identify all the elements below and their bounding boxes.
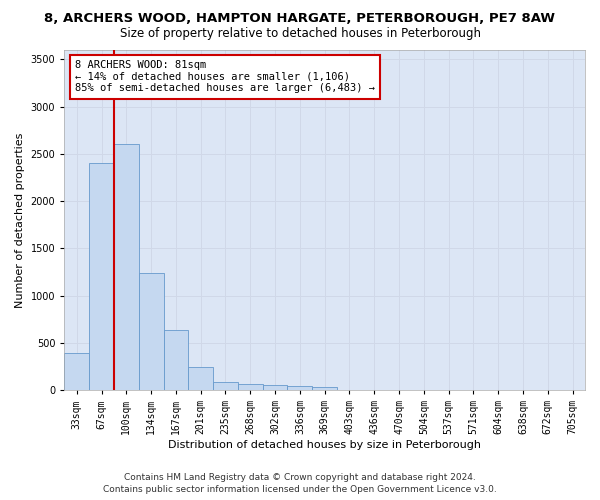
Text: Contains HM Land Registry data © Crown copyright and database right 2024.
Contai: Contains HM Land Registry data © Crown c… <box>103 472 497 494</box>
Bar <box>263 385 287 390</box>
Bar <box>213 382 238 390</box>
Bar <box>114 144 139 390</box>
Text: 8, ARCHERS WOOD, HAMPTON HARGATE, PETERBOROUGH, PE7 8AW: 8, ARCHERS WOOD, HAMPTON HARGATE, PETERB… <box>44 12 556 26</box>
Bar <box>188 366 213 390</box>
Text: Size of property relative to detached houses in Peterborough: Size of property relative to detached ho… <box>119 28 481 40</box>
X-axis label: Distribution of detached houses by size in Peterborough: Distribution of detached houses by size … <box>168 440 481 450</box>
Bar <box>89 164 114 390</box>
Bar <box>287 386 312 390</box>
Text: 8 ARCHERS WOOD: 81sqm
← 14% of detached houses are smaller (1,106)
85% of semi-d: 8 ARCHERS WOOD: 81sqm ← 14% of detached … <box>75 60 375 94</box>
Bar <box>312 388 337 390</box>
Bar <box>64 354 89 390</box>
Bar <box>238 384 263 390</box>
Bar <box>139 273 164 390</box>
Bar <box>164 330 188 390</box>
Y-axis label: Number of detached properties: Number of detached properties <box>15 132 25 308</box>
